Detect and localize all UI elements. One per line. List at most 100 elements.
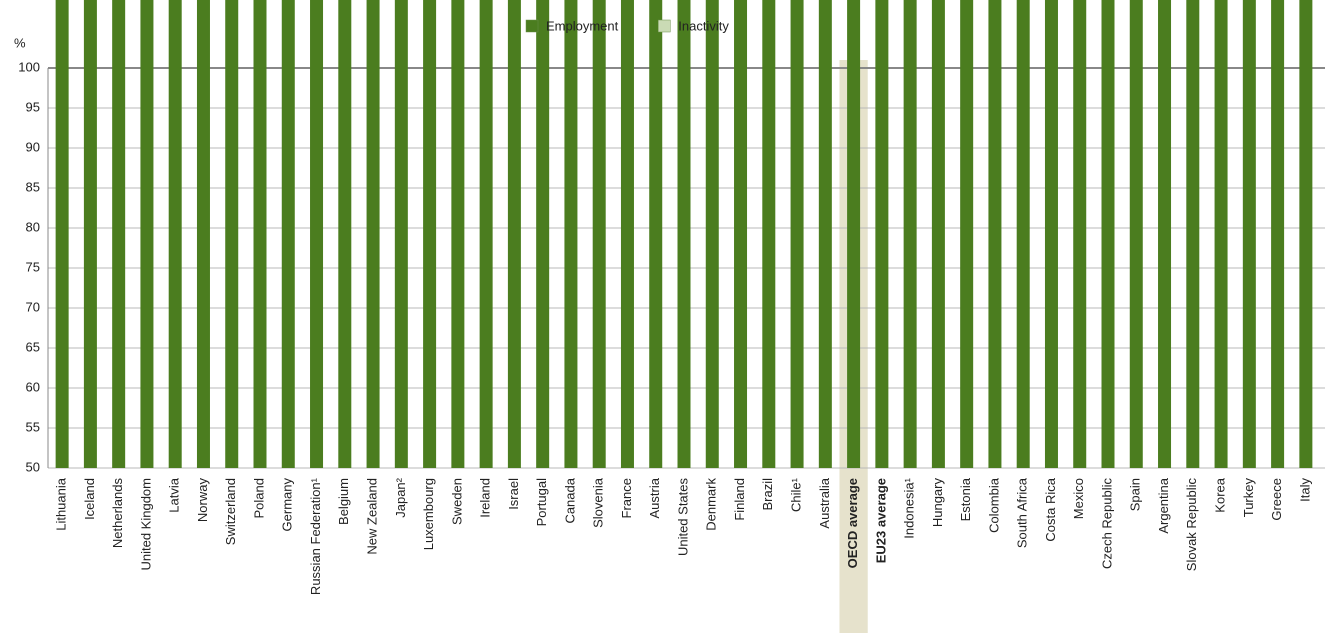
x-tick-label: Turkey — [1241, 478, 1256, 518]
y-tick-label: 60 — [26, 379, 40, 394]
bar-segment — [1271, 0, 1285, 468]
bar-segment — [55, 0, 69, 469]
bar-segment — [1016, 0, 1030, 469]
y-axis-title: % — [14, 35, 26, 50]
x-tick-label: New Zealand — [365, 478, 380, 555]
x-tick-label: Argentina — [1156, 477, 1171, 533]
x-tick-label: Germany — [280, 478, 295, 532]
x-tick-label: Estonia — [958, 477, 973, 521]
y-tick-label: 95 — [26, 99, 40, 114]
x-tick-label: OECD average — [845, 478, 860, 568]
x-tick-label: Mexico — [1071, 478, 1086, 519]
bar-segment — [988, 0, 1002, 468]
x-tick-label: Brazil — [760, 478, 775, 511]
x-tick-label: Canada — [562, 477, 577, 523]
y-tick-label: 70 — [26, 299, 40, 314]
x-tick-label: Slovenia — [591, 477, 606, 528]
x-tick-label: Ireland — [478, 478, 493, 518]
x-tick-label: Costa Rica — [1043, 477, 1058, 541]
x-tick-label: Sweden — [449, 478, 464, 525]
bar-segment — [225, 0, 239, 469]
x-tick-label: Australia — [817, 477, 832, 528]
x-tick-label: Denmark — [704, 478, 719, 531]
bar-segment — [847, 0, 861, 468]
bar-segment — [140, 0, 154, 468]
legend-label: Inactivity — [678, 18, 729, 33]
x-tick-label: Chile¹ — [789, 477, 804, 512]
x-tick-label: France — [619, 478, 634, 518]
x-tick-label: United Kingdom — [138, 478, 153, 571]
legend-swatch — [658, 19, 671, 33]
bar-segment — [1073, 0, 1087, 469]
bar-segment — [253, 0, 267, 468]
x-tick-label: Slovak Republic — [1184, 478, 1199, 572]
x-tick-label: Poland — [251, 478, 266, 518]
x-tick-label: Portugal — [534, 478, 549, 527]
x-tick-label: Korea — [1213, 477, 1228, 512]
x-tick-label: Switzerland — [223, 478, 238, 545]
x-tick-label: Iceland — [82, 478, 97, 520]
y-tick-label: 85 — [26, 179, 40, 194]
x-tick-label: Czech Republic — [1099, 478, 1114, 570]
x-tick-label: South Africa — [1015, 477, 1030, 548]
x-tick-label: Spain — [1128, 478, 1143, 511]
x-tick-label: Greece — [1269, 478, 1284, 521]
x-tick-label: United States — [675, 478, 690, 557]
bar-segment — [281, 0, 295, 469]
x-tick-label: Belgium — [336, 478, 351, 525]
x-tick-label: Latvia — [167, 477, 182, 512]
bar-segment — [734, 0, 748, 468]
bar-segment — [875, 0, 889, 469]
bar-segment — [366, 0, 380, 468]
bar-segment — [592, 0, 606, 468]
x-tick-label: Finland — [732, 478, 747, 521]
legend-swatch — [525, 19, 539, 33]
bar-segment — [649, 0, 663, 469]
x-tick-label: Israel — [506, 478, 521, 510]
x-tick-label: Netherlands — [110, 478, 125, 549]
bar-segment — [1044, 0, 1058, 469]
bar-segment — [903, 0, 917, 468]
bar-segment — [196, 0, 210, 469]
bar-segment — [564, 0, 578, 469]
bar-segment — [677, 0, 691, 469]
x-tick-label: Austria — [647, 477, 662, 518]
bar-segment — [451, 0, 465, 469]
bar-segment — [620, 0, 634, 468]
bar-segment — [394, 0, 408, 468]
bar-segment — [1101, 0, 1115, 468]
bar-segment — [338, 0, 352, 468]
bar-segment — [168, 0, 182, 468]
bar-segment — [1299, 0, 1313, 469]
legend-label: Employment — [546, 18, 619, 33]
bar-segment — [423, 0, 437, 469]
bar-segment — [310, 0, 324, 468]
bar-segment — [1214, 0, 1228, 469]
bar-segment — [790, 0, 804, 469]
bar-segment — [1129, 0, 1143, 468]
x-tick-label: Indonesia¹ — [902, 477, 917, 538]
bar-segment — [507, 0, 521, 468]
y-tick-label: 80 — [26, 219, 40, 234]
x-tick-label: Norway — [195, 478, 210, 523]
y-tick-label: 75 — [26, 259, 40, 274]
bar-segment — [960, 0, 974, 469]
bar-segment — [1242, 0, 1256, 468]
x-tick-label: Italy — [1297, 478, 1312, 502]
x-tick-label: Colombia — [986, 477, 1001, 533]
x-tick-label: Lithuania — [54, 477, 69, 531]
y-tick-label: 55 — [26, 419, 40, 434]
bar-segment — [1186, 0, 1200, 468]
bar-segment — [479, 0, 493, 469]
bar-segment — [112, 0, 126, 468]
bar-segment — [536, 0, 550, 469]
bar-segment — [705, 0, 719, 469]
y-tick-label: 65 — [26, 339, 40, 354]
bar-segment — [762, 0, 776, 468]
y-tick-label: 90 — [26, 139, 40, 154]
x-tick-label: EU23 average — [873, 478, 888, 563]
bar-segment — [1158, 0, 1172, 468]
y-tick-label: 50 — [26, 459, 40, 474]
x-tick-label: Japan² — [393, 477, 408, 517]
